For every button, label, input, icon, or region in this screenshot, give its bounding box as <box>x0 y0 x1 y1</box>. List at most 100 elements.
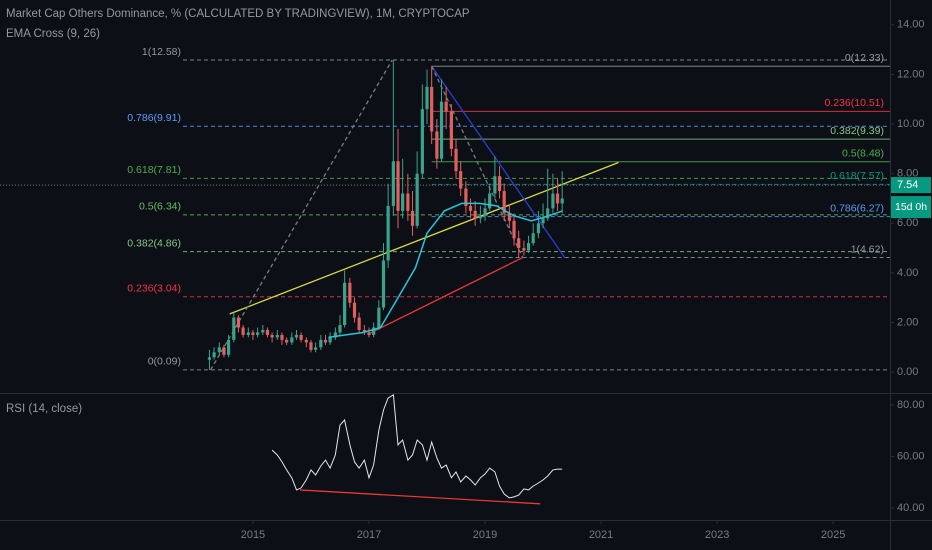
y-tick-label: 60.00 <box>897 450 925 462</box>
fib-label: 0(0.09) <box>148 356 181 368</box>
fib-label: 0.618(7.57) <box>830 170 884 182</box>
candle-body <box>483 208 487 216</box>
candle-body <box>406 193 410 211</box>
candle-body <box>381 260 386 308</box>
candle-body <box>338 325 342 333</box>
candle-body <box>323 339 328 343</box>
candle-body <box>386 205 390 261</box>
y-tick-label: 10.00 <box>897 118 925 130</box>
last-price-label: 7.54 <box>897 179 918 191</box>
y-tick-label: 14.00 <box>897 19 925 31</box>
x-tick-label: 2023 <box>705 529 729 541</box>
y-tick-label: 80.00 <box>897 399 925 411</box>
candle-body <box>430 86 434 132</box>
candle-body <box>362 329 366 333</box>
candle-body <box>473 210 477 219</box>
candle-body <box>352 302 357 318</box>
x-tick-label: 2019 <box>473 529 497 541</box>
candle-body <box>449 111 453 149</box>
candle-body <box>241 327 245 335</box>
candle-body <box>517 238 521 249</box>
candle-body <box>357 317 361 330</box>
fib-label: 0.382(9.39) <box>830 125 884 137</box>
candle-body <box>372 327 376 335</box>
candle-body <box>541 218 545 224</box>
candle-body <box>207 357 212 360</box>
candle-body <box>551 193 555 209</box>
candle-body <box>464 188 468 206</box>
y-tick-label: 12.00 <box>897 68 925 80</box>
countdown-box <box>891 196 931 219</box>
candle-body <box>531 233 535 244</box>
rsi-line <box>271 393 563 499</box>
candle-body <box>217 347 221 353</box>
y-tick-label: 40.00 <box>897 502 925 514</box>
y-tick-label: 4.00 <box>897 267 918 279</box>
x-tick-label: 2021 <box>589 529 613 541</box>
x-tick-label: 2017 <box>357 529 381 541</box>
fib-label: 0.786(6.27) <box>830 202 884 214</box>
candle-body <box>420 109 424 174</box>
candle-body <box>256 332 260 335</box>
candle-body <box>459 171 463 189</box>
candle-body <box>226 339 231 355</box>
candle-body <box>536 223 541 234</box>
trend-line <box>431 65 524 258</box>
y-tick-label: 0.00 <box>897 366 918 378</box>
candle-body <box>232 317 236 340</box>
candle-body <box>488 193 492 209</box>
trend-line <box>210 59 393 371</box>
candle-body <box>280 334 284 340</box>
y-tick-label: 2.00 <box>897 316 918 328</box>
y-tick-label: 8.00 <box>897 168 918 180</box>
candle-body <box>478 215 482 219</box>
x-tick-label: 2015 <box>241 529 265 541</box>
candle-body <box>328 337 332 343</box>
candle-body <box>497 176 502 192</box>
fib-label: 0.618(7.81) <box>127 164 181 176</box>
candle-body <box>468 205 473 211</box>
chart-title: Market Cap Others Dominance, % (CALCULAT… <box>6 8 470 20</box>
fib-label: 0.236(10.51) <box>824 97 884 109</box>
x-tick-label: 2025 <box>821 529 845 541</box>
candle-body <box>270 334 274 338</box>
candle-body <box>314 347 318 350</box>
candle-body <box>251 332 255 335</box>
candle-body <box>261 329 265 333</box>
candle-body <box>507 213 512 221</box>
candle-body <box>401 193 405 211</box>
candle-body <box>502 191 506 214</box>
candle-body <box>236 317 241 328</box>
candle-body <box>546 208 550 219</box>
fib-label: 1(12.58) <box>142 46 181 58</box>
candle-body <box>333 332 337 338</box>
candle-body <box>343 282 347 326</box>
candle-body <box>512 220 516 239</box>
candle-body <box>410 210 415 226</box>
candle-body <box>396 161 400 211</box>
candle-body <box>222 347 226 355</box>
fib-label: 1(4.62) <box>851 243 884 255</box>
fib-label: 0.786(9.91) <box>127 112 181 124</box>
candle-body <box>304 339 308 343</box>
candle-body <box>555 193 560 204</box>
candle-body <box>435 131 439 159</box>
candle-body <box>299 334 303 340</box>
candle-body <box>309 342 313 350</box>
candle-body <box>319 339 323 348</box>
indicator-title: EMA Cross (9, 26) <box>6 28 100 40</box>
countdown-label: 15d 0h <box>895 201 927 213</box>
candle-body <box>444 101 448 112</box>
candle-body <box>212 352 216 358</box>
y-tick-label: 6.00 <box>897 217 918 229</box>
candle-body <box>522 248 526 251</box>
candle-body <box>246 332 250 335</box>
fib-label: 0.236(3.04) <box>127 283 181 295</box>
candle-body <box>439 101 444 159</box>
candle-body <box>367 332 371 335</box>
fib-label: 0(12.33) <box>845 52 884 64</box>
candle-body <box>425 86 429 110</box>
candle-body <box>285 339 289 343</box>
